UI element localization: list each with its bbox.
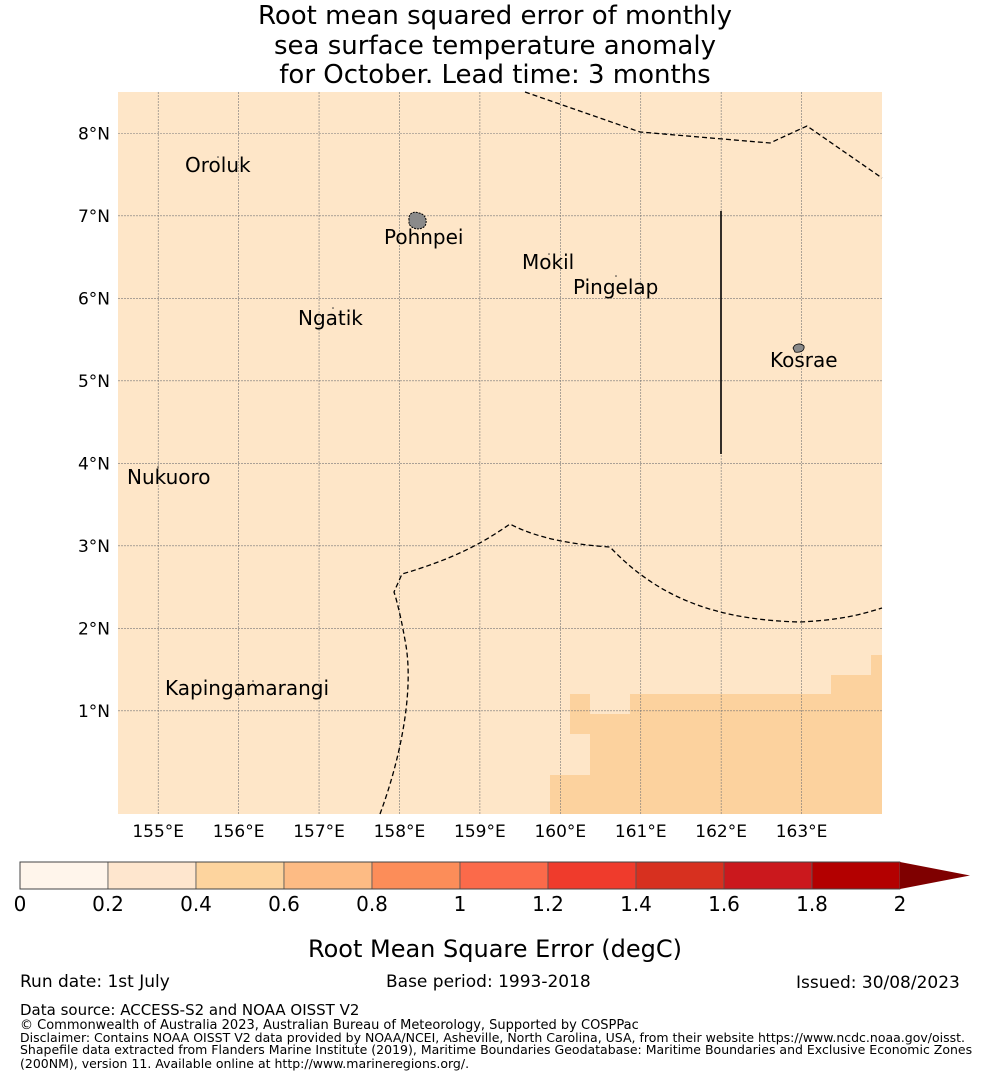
lat-tick-label: 7°N bbox=[78, 207, 110, 227]
colorbar-tick-label: 0.6 bbox=[268, 892, 300, 916]
title-line-2: sea surface temperature anomaly bbox=[274, 30, 716, 61]
place-label-pohnpei: Pohnpei bbox=[384, 225, 464, 249]
place-label-kosrae: Kosrae bbox=[770, 348, 838, 372]
lon-tick-label: 163°E bbox=[776, 822, 828, 842]
lon-tick-label: 161°E bbox=[615, 822, 667, 842]
colorbar-segment bbox=[371, 861, 461, 890]
island-nukuoro bbox=[157, 466, 159, 468]
eez-boundary-south bbox=[379, 523, 883, 815]
colorbar-tick-label: 0.2 bbox=[92, 892, 124, 916]
lon-tick-label: 160°E bbox=[534, 822, 586, 842]
colorbar-tick-label: 1.8 bbox=[796, 892, 828, 916]
colorbar bbox=[19, 861, 970, 890]
island-ngatik bbox=[332, 307, 334, 309]
lat-tick-label: 8°N bbox=[78, 124, 110, 144]
lat-tick-label: 6°N bbox=[78, 289, 110, 309]
place-label-pingelap: Pingelap bbox=[573, 275, 658, 299]
colorbar-outline bbox=[19, 861, 900, 890]
colorbar-segment bbox=[547, 861, 637, 890]
island-pingelap bbox=[615, 275, 617, 277]
disclaimer-line-2: Shapefile data extracted from Flanders M… bbox=[20, 1042, 973, 1057]
colorbar-tick-label: 1 bbox=[454, 892, 467, 916]
island-pohnpei bbox=[408, 211, 427, 230]
sea-background bbox=[118, 92, 882, 814]
map-gridlines bbox=[118, 92, 882, 814]
colorbar-segment bbox=[195, 861, 285, 890]
colorbar-extension-arrow bbox=[900, 862, 970, 889]
colorbar-segment bbox=[723, 861, 813, 890]
disclaimer-line-1: Disclaimer: Contains NOAA OISST V2 data … bbox=[20, 1030, 965, 1045]
place-label-ngatik: Ngatik bbox=[298, 306, 363, 330]
latitude-tick-labels: 1°N 2°N 3°N 4°N 5°N 6°N 7°N 8°N bbox=[78, 124, 110, 722]
base-period: Base period: 1993-2018 bbox=[386, 972, 591, 992]
island-mokil bbox=[548, 253, 550, 255]
map-area bbox=[118, 92, 882, 814]
colorbar-segment bbox=[107, 861, 197, 890]
copyright-notice: © Commonwealth of Australia 2023, Austra… bbox=[20, 1018, 639, 1033]
colorbar-segment bbox=[811, 861, 901, 890]
rmse-region-0.4-0.6 bbox=[570, 655, 882, 814]
colorbar-tick-label: 0.8 bbox=[356, 892, 388, 916]
lon-tick-label: 162°E bbox=[695, 822, 747, 842]
lon-tick-label: 157°E bbox=[293, 822, 345, 842]
colorbar-segment bbox=[635, 861, 725, 890]
place-label-oroluk: Oroluk bbox=[185, 153, 251, 177]
colorbar-tick-label: 0.4 bbox=[180, 892, 212, 916]
island-kosrae bbox=[792, 343, 805, 353]
place-label-nukuoro: Nukuoro bbox=[127, 465, 211, 489]
islands bbox=[157, 156, 805, 682]
colorbar-tick-label: 1.6 bbox=[708, 892, 740, 916]
island-kapingamarangi bbox=[252, 680, 254, 682]
colorbar-segment bbox=[283, 861, 373, 890]
colorbar-tick-label: 0 bbox=[14, 892, 27, 916]
issued-date: Issued: 30/08/2023 bbox=[796, 973, 960, 993]
lat-tick-label: 4°N bbox=[78, 454, 110, 474]
lon-tick-label: 159°E bbox=[454, 822, 506, 842]
colorbar-label: Root Mean Square Error (degC) bbox=[308, 935, 682, 963]
data-source: Data source: ACCESS-S2 and NOAA OISST V2 bbox=[20, 1001, 360, 1019]
title-line-1: Root mean squared error of monthly bbox=[257, 1, 733, 31]
lon-tick-label: 155°E bbox=[132, 822, 184, 842]
colorbar-tick-label: 1.4 bbox=[620, 892, 652, 916]
chart-title: Root mean squared error of monthly sea s… bbox=[0, 1, 990, 91]
colorbar-tick-labels: 0 0.2 0.4 0.6 0.8 1 1.2 1.4 1.6 1.8 2 bbox=[14, 892, 907, 916]
lon-tick-label: 158°E bbox=[374, 822, 426, 842]
disclaimer-line-3: (200NM), version 11. Available online at… bbox=[20, 1056, 470, 1071]
title-line-3: for October. Lead time: 3 months bbox=[279, 60, 711, 90]
lat-tick-label: 2°N bbox=[78, 619, 110, 639]
colorbar-tick-label: 2 bbox=[894, 892, 907, 916]
longitude-tick-labels: 155°E 156°E 157°E 158°E 159°E 160°E 161°E 162°E… bbox=[132, 822, 827, 842]
lon-tick-label: 156°E bbox=[213, 822, 265, 842]
lat-tick-label: 1°N bbox=[78, 702, 110, 722]
place-label-mokil: Mokil bbox=[522, 250, 574, 274]
run-date: Run date: 1st July bbox=[20, 972, 170, 992]
lat-tick-label: 3°N bbox=[78, 537, 110, 557]
map-figure: Oroluk Pohnpei Mokil Pingelap Ngatik Kos… bbox=[14, 91, 970, 916]
colorbar-segment bbox=[459, 861, 549, 890]
rmse-region-0.4-0.6-left bbox=[550, 775, 590, 814]
colorbar-segment bbox=[19, 861, 109, 890]
place-label-kapingamarangi: Kapingamarangi bbox=[165, 676, 329, 700]
colorbar-tick-label: 1.2 bbox=[532, 892, 564, 916]
eez-boundary-north bbox=[524, 91, 883, 179]
island-oroluk bbox=[217, 156, 219, 158]
eez-boundaries bbox=[379, 91, 883, 815]
lat-tick-label: 5°N bbox=[78, 372, 110, 392]
